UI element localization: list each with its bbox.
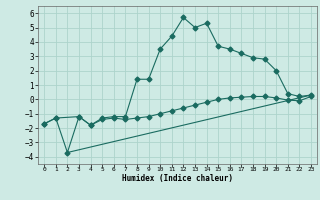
X-axis label: Humidex (Indice chaleur): Humidex (Indice chaleur) bbox=[122, 174, 233, 183]
